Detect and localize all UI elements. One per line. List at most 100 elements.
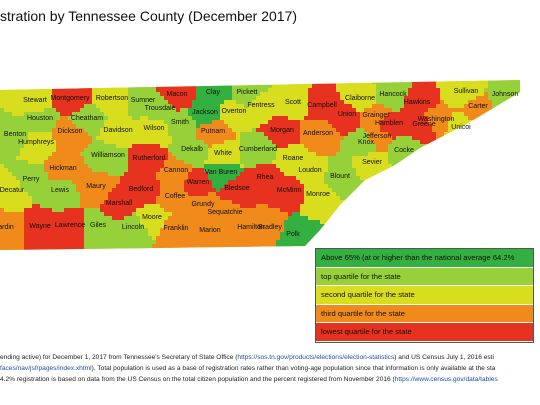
county-region-cell xyxy=(12,152,17,157)
county-region-cell xyxy=(404,152,409,157)
county-region-cell xyxy=(336,148,341,153)
county-region-cell xyxy=(152,184,157,189)
county-region-cell xyxy=(384,100,389,105)
county-region-cell xyxy=(360,196,365,201)
county-region-cell xyxy=(512,184,517,189)
county-region-cell xyxy=(204,124,209,129)
county-region-cell xyxy=(48,104,53,109)
county-region-cell xyxy=(296,192,301,197)
county-region-cell xyxy=(132,124,137,129)
county-region-cell xyxy=(484,168,489,173)
county-region-cell xyxy=(468,100,473,105)
county-region-cell xyxy=(232,152,237,157)
county-region-cell xyxy=(132,184,137,189)
county-region-cell xyxy=(188,204,193,209)
county-region-cell xyxy=(336,216,341,221)
county-region-cell xyxy=(276,108,281,113)
county-region-cell xyxy=(520,224,525,229)
county-region-cell xyxy=(536,112,540,117)
county-region-cell xyxy=(60,92,65,97)
county-region-cell xyxy=(320,100,325,105)
county-region-cell xyxy=(492,112,497,117)
county-region-cell xyxy=(380,156,385,161)
county-region-cell xyxy=(260,196,265,201)
county-region-cell xyxy=(48,128,53,133)
county-region-cell xyxy=(4,152,9,157)
county-region-cell xyxy=(108,100,113,105)
county-region-cell xyxy=(88,152,93,157)
county-region-cell xyxy=(284,152,289,157)
county-region-cell xyxy=(4,192,9,197)
county-region-cell xyxy=(428,180,433,185)
county-region-cell xyxy=(88,88,93,93)
county-region-cell xyxy=(72,112,77,117)
county-region-cell xyxy=(180,108,185,113)
county-region-cell xyxy=(484,160,489,165)
county-region-cell xyxy=(244,200,249,205)
county-region-cell xyxy=(420,104,425,109)
county-region-cell xyxy=(140,180,145,185)
county-region-cell xyxy=(492,140,497,145)
county-region-cell xyxy=(472,88,477,93)
county-region-cell xyxy=(140,188,145,193)
county-region-cell xyxy=(324,132,329,137)
county-region-cell xyxy=(28,136,33,141)
county-region-cell xyxy=(16,132,21,137)
county-region-cell xyxy=(112,156,117,161)
county-region-cell xyxy=(272,156,277,161)
county-region-cell xyxy=(160,140,165,145)
county-region-cell xyxy=(300,156,305,161)
county-region-cell xyxy=(504,120,509,125)
county-region-cell xyxy=(480,140,485,145)
county-region-cell xyxy=(224,192,229,197)
county-region-cell xyxy=(516,172,520,177)
county-region-cell xyxy=(12,96,17,101)
county-region-cell xyxy=(300,180,305,185)
county-region-cell xyxy=(60,188,65,193)
county-region-cell xyxy=(228,84,233,89)
county-region-cell xyxy=(472,164,477,169)
county-region-cell xyxy=(388,128,393,133)
county-region-cell xyxy=(432,152,437,157)
county-region-cell xyxy=(284,88,289,93)
county-region-cell xyxy=(360,92,365,97)
county-region-cell xyxy=(320,188,325,193)
county-region-cell xyxy=(380,144,385,149)
county-region-cell xyxy=(436,192,441,197)
county-region-cell xyxy=(448,112,453,117)
county-region-cell xyxy=(532,144,537,149)
county-region-cell xyxy=(24,104,29,109)
county-region-cell xyxy=(68,144,73,149)
county-region-cell xyxy=(392,140,397,145)
county-region-cell xyxy=(296,92,301,97)
county-region-cell xyxy=(60,172,65,177)
county-region-cell xyxy=(408,212,413,217)
county-region-cell xyxy=(316,180,321,185)
county-region-cell xyxy=(432,148,437,153)
county-region-cell xyxy=(488,148,493,153)
county-region-cell xyxy=(32,168,37,173)
county-region-cell xyxy=(516,104,520,109)
county-region-cell xyxy=(392,176,397,181)
county-region-cell xyxy=(436,204,441,209)
county-region-cell xyxy=(136,140,141,145)
county-region-cell xyxy=(432,188,437,193)
county-region-cell xyxy=(484,172,489,177)
county-region-cell xyxy=(384,116,389,121)
county-region-cell xyxy=(80,156,85,161)
county-region-cell xyxy=(92,104,97,109)
county-region-cell xyxy=(516,200,520,205)
county-region-cell xyxy=(392,156,397,161)
county-region-cell xyxy=(256,124,261,129)
county-region-cell xyxy=(356,168,361,173)
county-region-cell xyxy=(504,192,509,197)
county-region-cell xyxy=(520,156,525,161)
county-region-cell xyxy=(492,84,497,89)
county-region-cell xyxy=(472,172,477,177)
county-region-cell xyxy=(172,124,177,129)
county-region-cell xyxy=(464,180,469,185)
county-region-cell xyxy=(464,88,469,93)
county-region-cell xyxy=(296,148,301,153)
county-region-cell xyxy=(272,164,277,169)
